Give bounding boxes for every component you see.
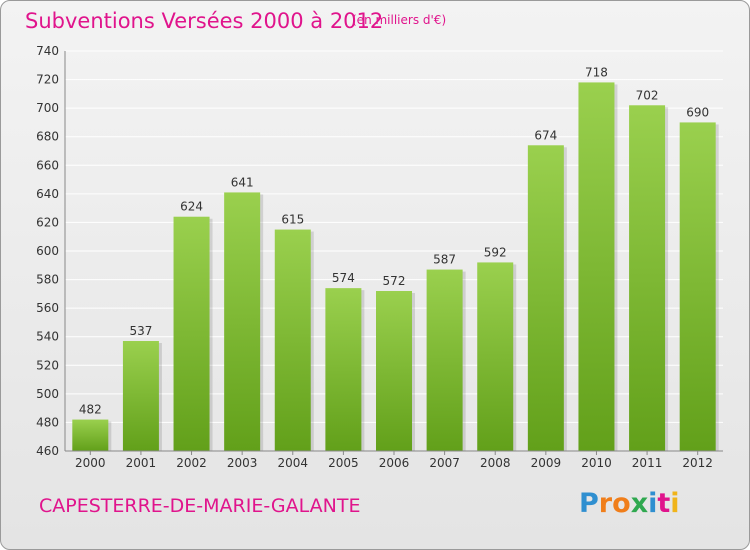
y-tick-label: 520 [36, 358, 59, 372]
y-tick-label: 620 [36, 215, 59, 229]
bar [122, 341, 159, 451]
logo-letter: t [657, 488, 671, 519]
y-tick-label: 680 [36, 130, 59, 144]
bar [679, 122, 716, 451]
bar [72, 419, 109, 451]
bar-value-label: 572 [383, 274, 406, 288]
bar [173, 216, 210, 451]
proxiti-logo[interactable]: Proxiti [579, 488, 680, 519]
y-tick-label: 640 [36, 187, 59, 201]
y-tick-label: 740 [36, 44, 59, 58]
bar-value-label: 624 [180, 200, 203, 214]
x-tick-label: 2011 [632, 456, 663, 470]
bar-value-label: 674 [534, 128, 557, 142]
bar [629, 105, 666, 452]
logo-letter: P [579, 488, 599, 519]
y-axis: 460 480 500 520 540 560 580 600 620 640 660 680 700 7… [36, 44, 66, 458]
y-tick-label: 700 [36, 101, 59, 115]
y-tick-label: 560 [36, 301, 59, 315]
bar [274, 229, 311, 451]
chart-title: Subventions Versées 2000 à 2012 [25, 9, 384, 33]
x-tick-label: 2001 [126, 456, 157, 470]
bar-value-label: 615 [281, 213, 304, 227]
y-tick-label: 540 [36, 330, 59, 344]
bar [376, 291, 412, 451]
x-tick-label: 2006 [379, 456, 410, 470]
logo-letter: x [630, 488, 649, 519]
logo-letter: i [670, 488, 680, 519]
bar-value-label: 690 [686, 105, 709, 119]
bar [224, 192, 261, 451]
bar-value-label: 702 [636, 88, 659, 102]
y-tick-label: 600 [36, 244, 59, 258]
x-tick-label: 2005 [328, 456, 359, 470]
bar-value-label: 574 [332, 271, 355, 285]
bar [426, 269, 463, 451]
bar [578, 82, 615, 451]
bar-value-label: 587 [433, 253, 456, 267]
y-tick-label: 660 [36, 158, 59, 172]
bar [527, 145, 564, 452]
x-axis: 2000 2001 2002 2003 2004 2005 2006 2007 2008 2009… [65, 450, 723, 470]
y-tick-label: 460 [36, 444, 59, 458]
x-tick-label: 2012 [682, 456, 713, 470]
x-tick-label: 2003 [227, 456, 258, 470]
y-tick-label: 480 [36, 415, 59, 429]
bar-value-label: 537 [129, 324, 152, 338]
chart-unit-label: (en milliers d'€) [352, 13, 447, 27]
x-tick-label: 2008 [480, 456, 511, 470]
bar-value-label: 718 [585, 65, 608, 79]
x-tick-label: 2002 [176, 456, 207, 470]
bar-value-label: 592 [484, 245, 507, 259]
x-tick-label: 2004 [277, 456, 308, 470]
logo-letter: i [648, 488, 658, 519]
x-tick-label: 2000 [75, 456, 106, 470]
bar [477, 262, 514, 451]
y-tick-label: 580 [36, 273, 59, 287]
bars: 482 537 624 641 615 574 572 587 592 674 718 702 690 [72, 65, 719, 452]
logo-letter: o [612, 488, 631, 519]
bar [325, 288, 362, 451]
x-tick-label: 2010 [581, 456, 612, 470]
bar-value-label: 641 [231, 175, 254, 189]
location-name: CAPESTERRE-DE-MARIE-GALANTE [39, 495, 361, 517]
y-tick-label: 500 [36, 387, 59, 401]
bar-value-label: 482 [79, 403, 102, 417]
logo-letter: r [598, 488, 613, 519]
y-tick-label: 720 [36, 73, 59, 87]
x-tick-label: 2009 [531, 456, 562, 470]
x-tick-label: 2007 [429, 456, 460, 470]
